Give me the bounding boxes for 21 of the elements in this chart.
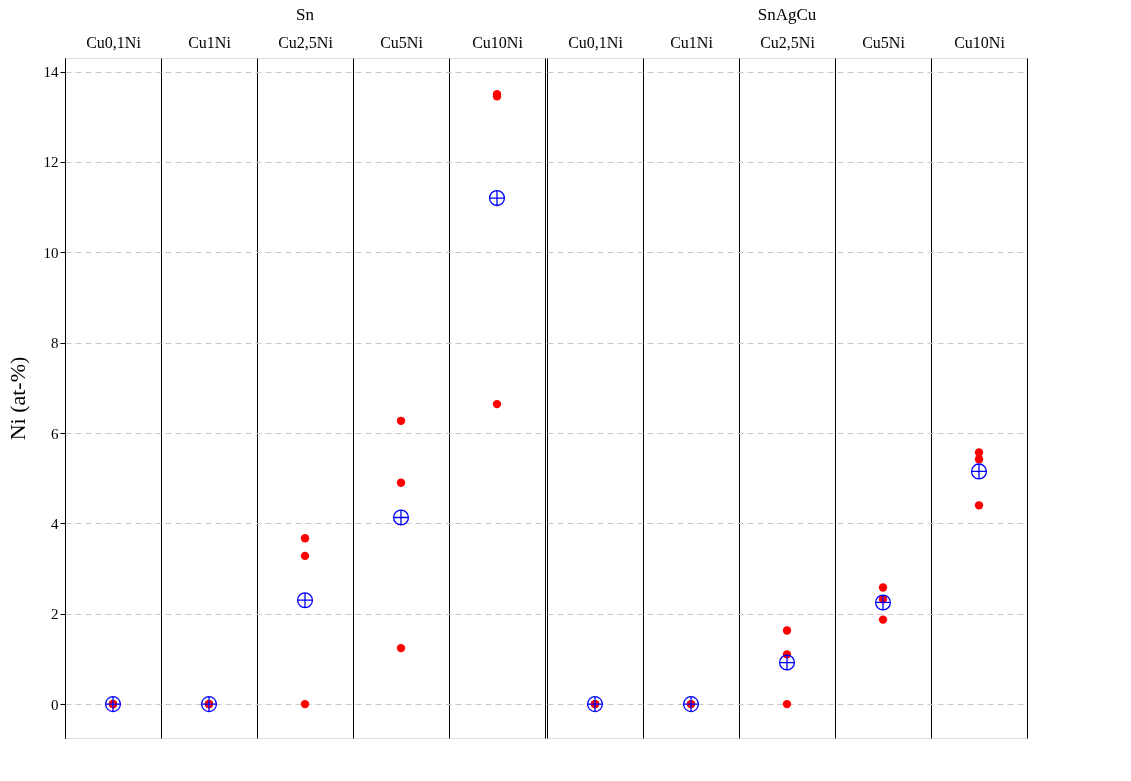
y-tick-label: 12: [43, 154, 59, 171]
y-axis-title: Ni (at-%): [4, 356, 30, 441]
x-tick-label: Cu1Ni: [188, 33, 232, 51]
y-tick-label: 0: [51, 696, 59, 713]
y-tick-label: 8: [51, 335, 59, 352]
x-tick-label: Cu5Ni: [380, 33, 424, 51]
x-tick-label: Cu1Ni: [670, 33, 714, 51]
x-tick-label: Cu0,1Ni: [86, 33, 142, 51]
x-tick-label: Cu2,5Ni: [278, 33, 334, 51]
x-tick-label: Cu10Ni: [472, 33, 524, 51]
y-tick-label: 2: [51, 606, 59, 623]
y-tick-label: 10: [43, 244, 59, 261]
x-tick-label: Cu0,1Ni: [568, 33, 624, 51]
chart-title: SnAgCu: [757, 5, 817, 24]
y-tick-label: 4: [51, 515, 59, 532]
x-tick-label: Cu2,5Ni: [760, 33, 816, 51]
x-tick-label: Cu10Ni: [954, 33, 1006, 51]
chart-title: Sn: [296, 5, 315, 24]
y-tick-label: 6: [51, 425, 59, 442]
y-tick-label: 14: [43, 64, 59, 81]
x-tick-label: Cu5Ni: [862, 33, 906, 51]
